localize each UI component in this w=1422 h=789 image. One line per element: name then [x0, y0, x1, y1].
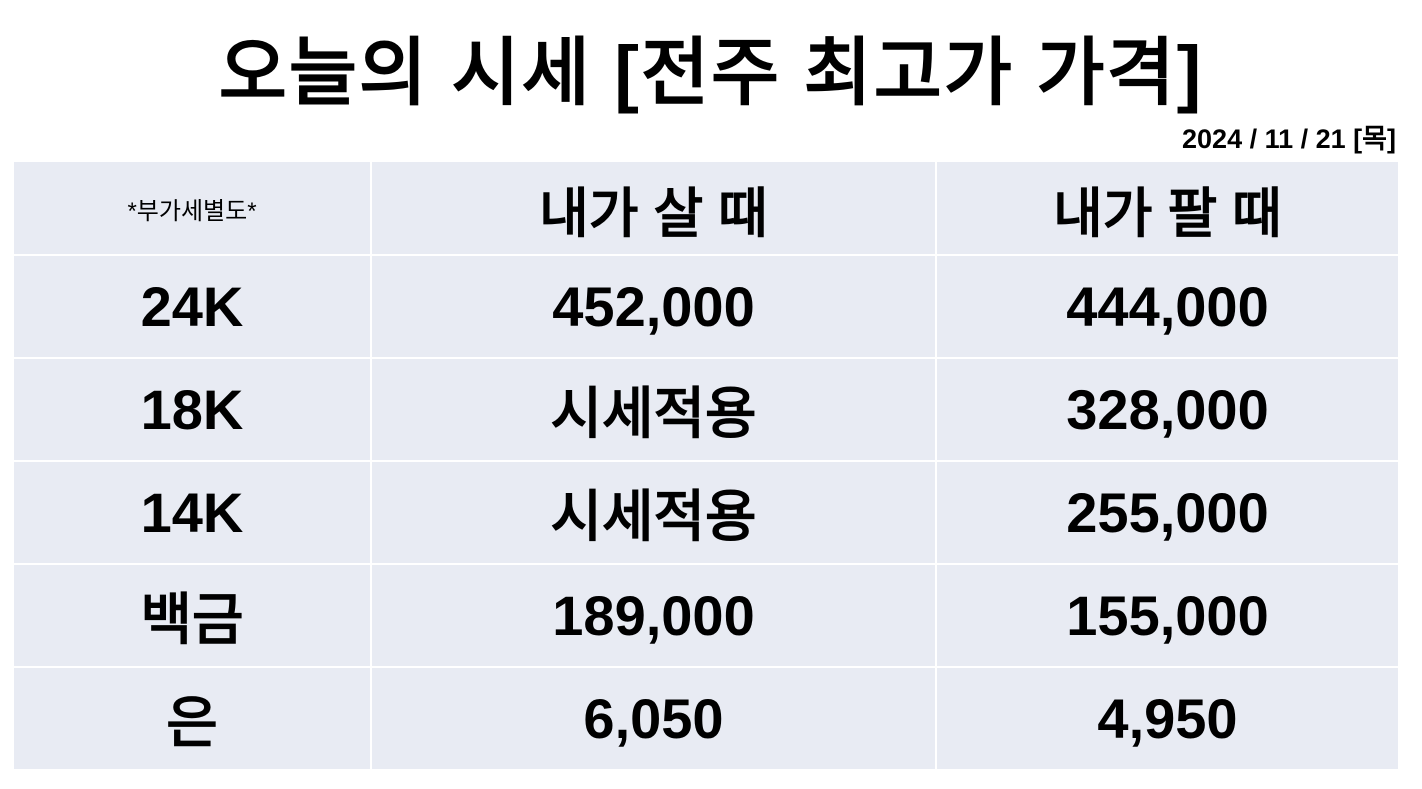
- row-label: 백금: [14, 563, 372, 668]
- column-header: 내가 팔 때: [935, 162, 1398, 256]
- table-body: 24K 452,000 444,000 18K 시세적용 328,000 14K 시세적용 25…: [14, 254, 1398, 769]
- price-cell: 시세적용: [370, 460, 937, 565]
- column-header: 내가 살 때: [370, 162, 937, 256]
- price-cell: 328,000: [935, 357, 1398, 462]
- price-cell: 452,000: [370, 254, 937, 359]
- price-cell: 4,950: [935, 666, 1398, 769]
- row-label: 14K: [14, 460, 372, 565]
- header-row: *부가세별도* 내가 살 때 내가 팔 때: [14, 162, 1398, 256]
- date: 2024 / 11 / 21 [목]: [1182, 124, 1396, 154]
- title: 오늘의 시세 [전주 최고가 가격]: [218, 31, 1204, 114]
- price-cell: 155,000: [935, 563, 1398, 668]
- table-row: 백금 189,000 155,000: [14, 563, 1398, 668]
- price-cell: 시세적용: [370, 357, 937, 462]
- table-row: 14K 시세적용 255,000: [14, 460, 1398, 565]
- row-label: 24K: [14, 254, 372, 359]
- column-header: *부가세별도*: [14, 162, 372, 256]
- price-cell: 189,000: [370, 563, 937, 668]
- table-row: 24K 452,000 444,000: [14, 254, 1398, 359]
- row-label: 18K: [14, 357, 372, 462]
- price-cell: 444,000: [935, 254, 1398, 359]
- row-label: 은: [14, 666, 372, 769]
- price-cell: 6,050: [370, 666, 937, 769]
- table-row: 은 6,050 4,950: [14, 666, 1398, 769]
- price-table: *부가세별도* 내가 살 때 내가 팔 때 24K 452,000 444,000 18K…: [14, 162, 1398, 769]
- table-row: 18K 시세적용 328,000: [14, 357, 1398, 462]
- price-cell: 255,000: [935, 460, 1398, 565]
